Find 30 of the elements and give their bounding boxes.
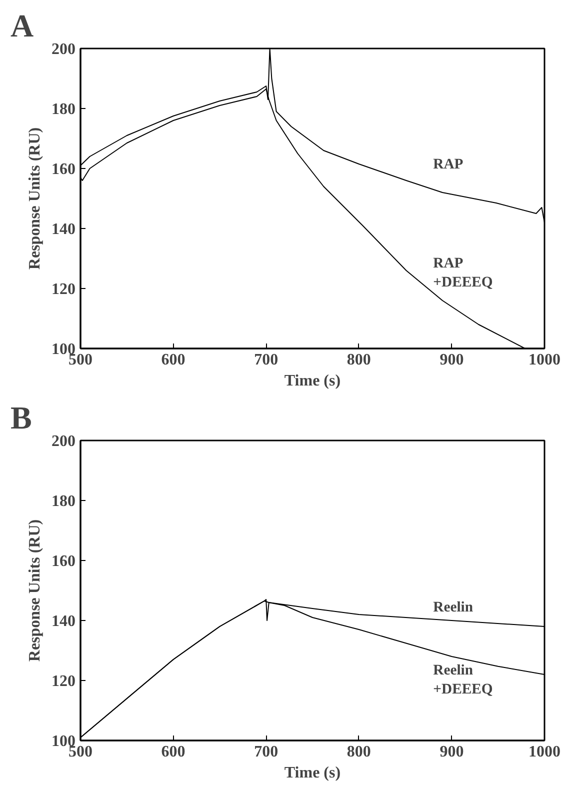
x-tick-label: 600 — [161, 352, 186, 368]
x-tick-label: 700 — [254, 744, 278, 760]
x-tick-label: 800 — [346, 744, 371, 760]
annotation: Reelin — [433, 600, 474, 616]
x-tick-label: 900 — [440, 352, 464, 368]
x-tick-label: 700 — [254, 352, 278, 368]
x-axis-title: Time (s) — [284, 372, 341, 390]
y-tick-label: 120 — [52, 281, 76, 298]
y-tick-label: 120 — [52, 673, 76, 690]
y-tick-label: 140 — [52, 221, 76, 238]
annotation: Reelin +DEEEQ — [433, 662, 493, 698]
y-tick-label: 180 — [52, 101, 76, 118]
x-tick-label: 600 — [161, 744, 186, 760]
annotation: RAP +DEEEQ — [433, 256, 493, 291]
chart-title: A — [10, 8, 34, 44]
y-tick-label: 160 — [52, 161, 76, 178]
chart-title: B — [10, 400, 32, 436]
y-tick-label: 200 — [52, 41, 76, 58]
x-tick-label: 1000 — [528, 744, 560, 760]
annotation: RAP — [433, 156, 464, 172]
y-tick-label: 160 — [52, 553, 76, 570]
x-tick-label: 1000 — [528, 352, 560, 368]
x-axis-title: Time (s) — [284, 764, 341, 782]
x-tick-label: 900 — [440, 744, 464, 760]
y-tick-label: 200 — [52, 433, 76, 450]
y-axis-title: Response Units (RU) — [26, 519, 44, 662]
y-tick-label: 140 — [52, 613, 76, 630]
y-tick-label: 180 — [52, 493, 76, 510]
y-axis-title: Response Units (RU) — [26, 127, 44, 270]
x-tick-label: 800 — [346, 352, 371, 368]
